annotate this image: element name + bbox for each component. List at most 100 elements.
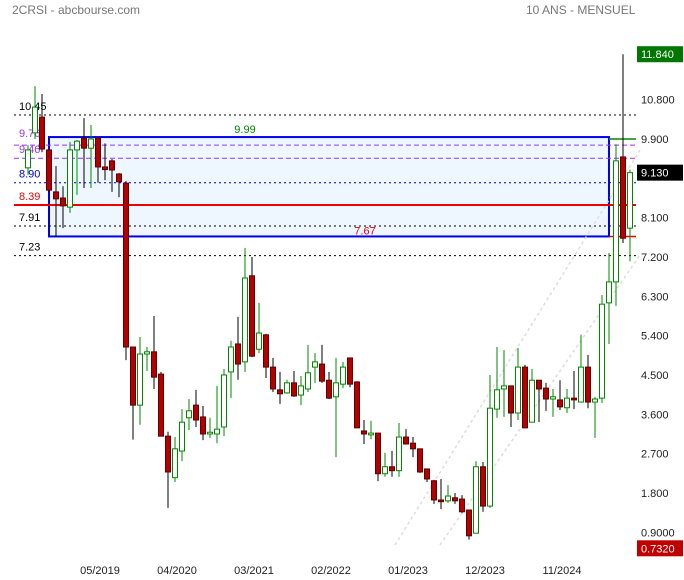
candle-body: [529, 379, 535, 423]
candle-body: [487, 407, 493, 507]
level-label: 8.90: [19, 169, 40, 181]
y-tick-label: 10.800: [641, 95, 675, 107]
y-tick-label: 1.800: [641, 488, 669, 500]
candle-body: [123, 182, 129, 348]
candle-body: [578, 366, 584, 403]
candle-body: [158, 373, 164, 437]
candle-body: [613, 160, 619, 283]
x-tick-label: 01/2023: [388, 565, 428, 577]
level-label: 7.91: [19, 212, 40, 224]
candle-body: [88, 138, 94, 149]
candle-body: [494, 389, 500, 410]
y-tick-label: 2.700: [641, 449, 669, 461]
candle-body: [130, 346, 136, 406]
candle-body: [459, 498, 465, 513]
candle-body: [235, 343, 241, 365]
candle-body: [445, 495, 451, 502]
candle-body: [410, 442, 416, 450]
low-marker-label: 0.7320: [641, 543, 675, 555]
candle-body: [424, 468, 430, 480]
zone-top-label: 9.99: [234, 124, 255, 136]
candle-body: [221, 374, 227, 428]
candle-body: [109, 160, 115, 171]
candle-body: [382, 466, 388, 475]
candle-body: [466, 509, 472, 537]
candle-body: [284, 382, 290, 394]
candle-body: [74, 140, 80, 151]
x-tick-label: 11/2024: [543, 565, 582, 577]
candle-body: [165, 435, 171, 473]
candle-body: [473, 466, 479, 534]
candle-body: [179, 421, 185, 452]
candle-body: [536, 379, 542, 390]
candle-body: [340, 366, 346, 385]
y-tick-label: 0.9000: [641, 527, 675, 539]
candle-body: [102, 166, 108, 171]
candle-body: [116, 173, 122, 183]
candle-body: [256, 332, 262, 350]
last-price-marker-box: [637, 164, 683, 181]
candle-body: [305, 372, 311, 390]
candle-body: [599, 303, 605, 399]
candle-body: [606, 281, 612, 304]
candle-body: [298, 385, 304, 396]
candle-body: [137, 353, 143, 406]
candle-body: [564, 397, 570, 409]
candle-body: [438, 499, 444, 503]
candle-body: [39, 116, 45, 150]
candle-body: [347, 357, 353, 385]
low-marker-box: [637, 540, 683, 557]
candle-body: [151, 351, 157, 378]
candle-body: [361, 430, 367, 435]
candle-body: [620, 156, 626, 239]
level-label: 7.23: [19, 242, 40, 254]
candle-body: [277, 389, 283, 395]
candle-body: [592, 398, 598, 403]
high-marker-box: [637, 46, 683, 63]
high-marker-label: 11.840: [641, 49, 674, 61]
y-tick-label: 4.500: [641, 370, 669, 382]
candle-body: [480, 466, 486, 507]
y-tick-label: 6.300: [641, 291, 669, 303]
x-tick-label: 03/2021: [234, 565, 274, 577]
candle-body: [354, 381, 360, 429]
candle-body: [417, 448, 423, 473]
candle-body: [396, 436, 402, 472]
candle-body: [319, 363, 325, 382]
y-tick-label: 3.600: [641, 409, 669, 421]
candle-body: [452, 497, 458, 502]
candle-body: [543, 387, 549, 400]
x-tick-label: 02/2022: [311, 565, 351, 577]
trend-line: [439, 254, 641, 546]
candle-body: [186, 410, 192, 419]
candle-body: [263, 334, 269, 368]
candle-body: [312, 361, 318, 368]
candle-body: [403, 436, 409, 445]
candle-body: [67, 149, 73, 208]
x-tick-label: 05/2019: [80, 565, 120, 577]
candle-body: [550, 396, 556, 400]
candle-body: [501, 385, 507, 390]
chart-title: 2CRSI - abcbourse.com: [12, 3, 141, 17]
x-tick-label: 04/2020: [157, 565, 197, 577]
candle-body: [249, 275, 255, 357]
chart-period: 10 ANS - MENSUEL: [526, 3, 636, 17]
candle-body: [333, 382, 339, 398]
candle-body: [228, 346, 234, 373]
candle-body: [53, 191, 59, 200]
y-tick-label: 9.900: [641, 134, 669, 146]
candle-body: [60, 197, 66, 207]
x-tick-label: 12/2023: [465, 565, 505, 577]
candle-body: [375, 432, 381, 475]
candle-body: [242, 277, 248, 363]
candle-body: [214, 428, 220, 435]
candle-body: [25, 149, 31, 169]
level-label: 8.39: [19, 191, 40, 203]
candle-body: [270, 366, 276, 390]
candle-body: [515, 366, 521, 414]
candle-body: [571, 397, 577, 401]
candle-body: [627, 172, 633, 229]
last-price-marker-label: 9.130: [641, 168, 669, 180]
candle-body: [46, 149, 52, 191]
